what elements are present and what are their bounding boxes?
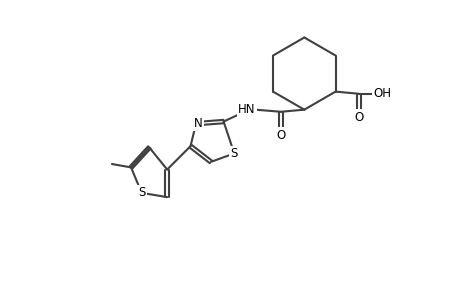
Text: HN: HN [237, 103, 255, 116]
Text: O: O [353, 111, 363, 124]
Text: N: N [193, 117, 202, 130]
Text: S: S [230, 147, 237, 160]
Text: OH: OH [372, 87, 391, 100]
Text: O: O [276, 129, 285, 142]
Text: S: S [138, 186, 145, 200]
